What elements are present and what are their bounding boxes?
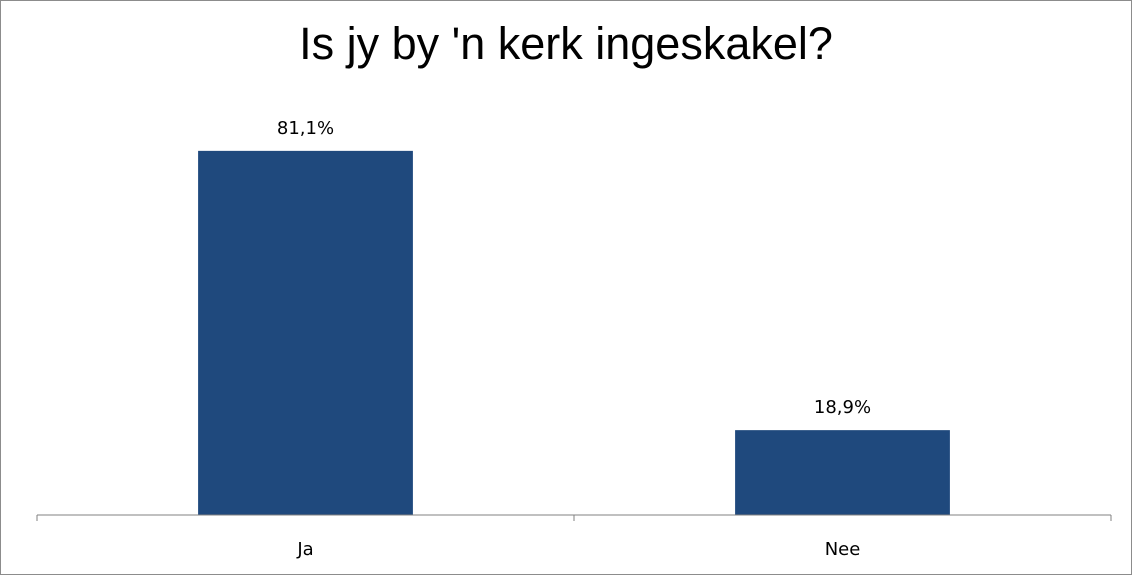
bar-ja bbox=[198, 150, 413, 515]
chart-title: Is jy by 'n kerk ingeskakel? bbox=[299, 18, 833, 69]
x-tick-label-ja: Ja bbox=[296, 539, 313, 560]
data-label-ja: 81,1% bbox=[277, 118, 334, 139]
bar-nee bbox=[735, 430, 950, 515]
data-label-nee: 18,9% bbox=[814, 397, 871, 418]
x-tick-label-nee: Nee bbox=[825, 539, 861, 560]
